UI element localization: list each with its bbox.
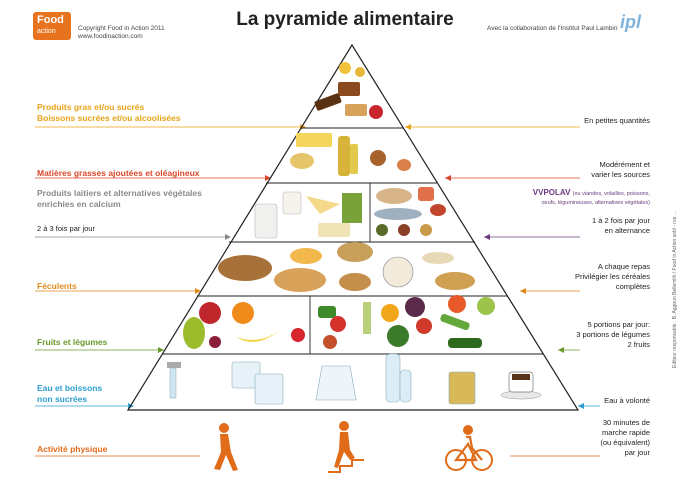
- fruitveg-advice-line2: 3 portions de légumes: [576, 330, 650, 339]
- sweets-illustration: [314, 62, 383, 119]
- fruitveg-advice-line3: 2 fruits: [627, 340, 650, 349]
- dairy-label-line1: Produits laitiers et alternatives végéta…: [37, 188, 202, 198]
- activity-advice-line1: 30 minutes de: [602, 418, 650, 427]
- fruitveg-advice: 5 portions par jour: 3 portions de légum…: [520, 320, 650, 350]
- starch-advice-line2: Privilégier les céréales: [574, 272, 650, 281]
- water-label: Eau et boissons non sucrées: [37, 383, 102, 405]
- activity-advice-line2: marche rapide: [602, 428, 650, 437]
- starch-label: Féculents: [37, 281, 77, 291]
- vvpolav-detail-2: oeufs, légumineuses, alternatives végéta…: [541, 200, 650, 206]
- activity-label: Activité physique: [37, 444, 108, 454]
- protein-illustration: [374, 187, 446, 236]
- fats-label: Matières grasses ajoutées et oléagineux: [37, 168, 200, 178]
- copyright-text: Copyright Food in Action 2011: [78, 25, 165, 32]
- sweets-label-line1: Produits gras et/ou sucrés: [37, 102, 145, 112]
- copyright: Copyright Food in Action 2011 www.foodin…: [78, 25, 165, 41]
- water-illustration: [167, 353, 542, 405]
- fats-advice-line2: varier les sources: [591, 170, 650, 179]
- activity-advice-line4: par jour: [624, 448, 650, 457]
- protein-advice: 1 à 2 fois par jour en alternance: [520, 216, 650, 236]
- sweets-label: Produits gras et/ou sucrés Boissons sucr…: [37, 102, 181, 124]
- sweets-label-line2: Boissons sucrées et/ou alcoolisées: [37, 113, 181, 123]
- fruitveg-label: Fruits et légumes: [37, 337, 108, 347]
- fats-advice: Modérément et varier les sources: [520, 160, 650, 180]
- activity-advice: 30 minutes de marche rapide (ou équivale…: [560, 418, 650, 458]
- water-label-line1: Eau et boissons: [37, 383, 103, 393]
- vvpolav-block: VVPOLAV (ou viandes, volailles, poissons…: [490, 188, 650, 207]
- dairy-illustration: [254, 191, 362, 239]
- dairy-label-line2: enrichies en calcium: [37, 199, 121, 209]
- vegetables-illustration: [318, 295, 495, 349]
- water-label-line2: non sucrées: [37, 394, 88, 404]
- dairy-label: Produits laitiers et alternatives végéta…: [37, 188, 202, 210]
- protein-advice-line2: en alternance: [604, 226, 650, 235]
- walking-person-icon: [214, 423, 238, 471]
- fats-advice-line1: Modérément et: [599, 160, 650, 169]
- collaboration-text: Avec la collaboration de l'Institut Paul…: [487, 25, 618, 32]
- ipl-logo: ipl: [620, 12, 641, 32]
- sweets-advice: En petites quantités: [584, 116, 650, 125]
- starch-advice: A chaque repas Privilégier les céréales …: [520, 262, 650, 292]
- starch-advice-line3: complètes: [615, 282, 650, 291]
- cyclist-icon: [445, 425, 493, 471]
- vvpolav-detail-1: (ou viandes, volailles, poissons,: [572, 191, 650, 197]
- water-advice: Eau à volonté: [604, 396, 650, 405]
- page-title: La pyramide alimentaire: [236, 9, 454, 30]
- logo-text-food: Food: [37, 14, 64, 26]
- pyramid-outline: [126, 43, 580, 411]
- dairy-frequency: 2 à 3 fois par jour: [37, 224, 95, 233]
- starch-advice-line1: A chaque repas: [597, 262, 650, 271]
- food-in-action-logo: Food action: [33, 12, 71, 40]
- vvpolav-title: VVPOLAV: [532, 188, 571, 197]
- publisher-credit: Editeur responsable : B. Aggoun Bellemli…: [672, 210, 678, 368]
- website-link[interactable]: www.foodinaction.com: [78, 33, 143, 40]
- fruitveg-advice-line1: 5 portions par jour:: [587, 320, 650, 329]
- fats-illustration: [290, 133, 411, 176]
- activity-advice-line3: (ou équivalent): [600, 438, 650, 447]
- stairs-climber-icon: [328, 421, 364, 473]
- starch-illustration: [218, 242, 475, 292]
- logo-text-action: action: [37, 28, 56, 35]
- protein-advice-line1: 1 à 2 fois par jour: [592, 216, 650, 225]
- fruits-illustration: [183, 302, 305, 349]
